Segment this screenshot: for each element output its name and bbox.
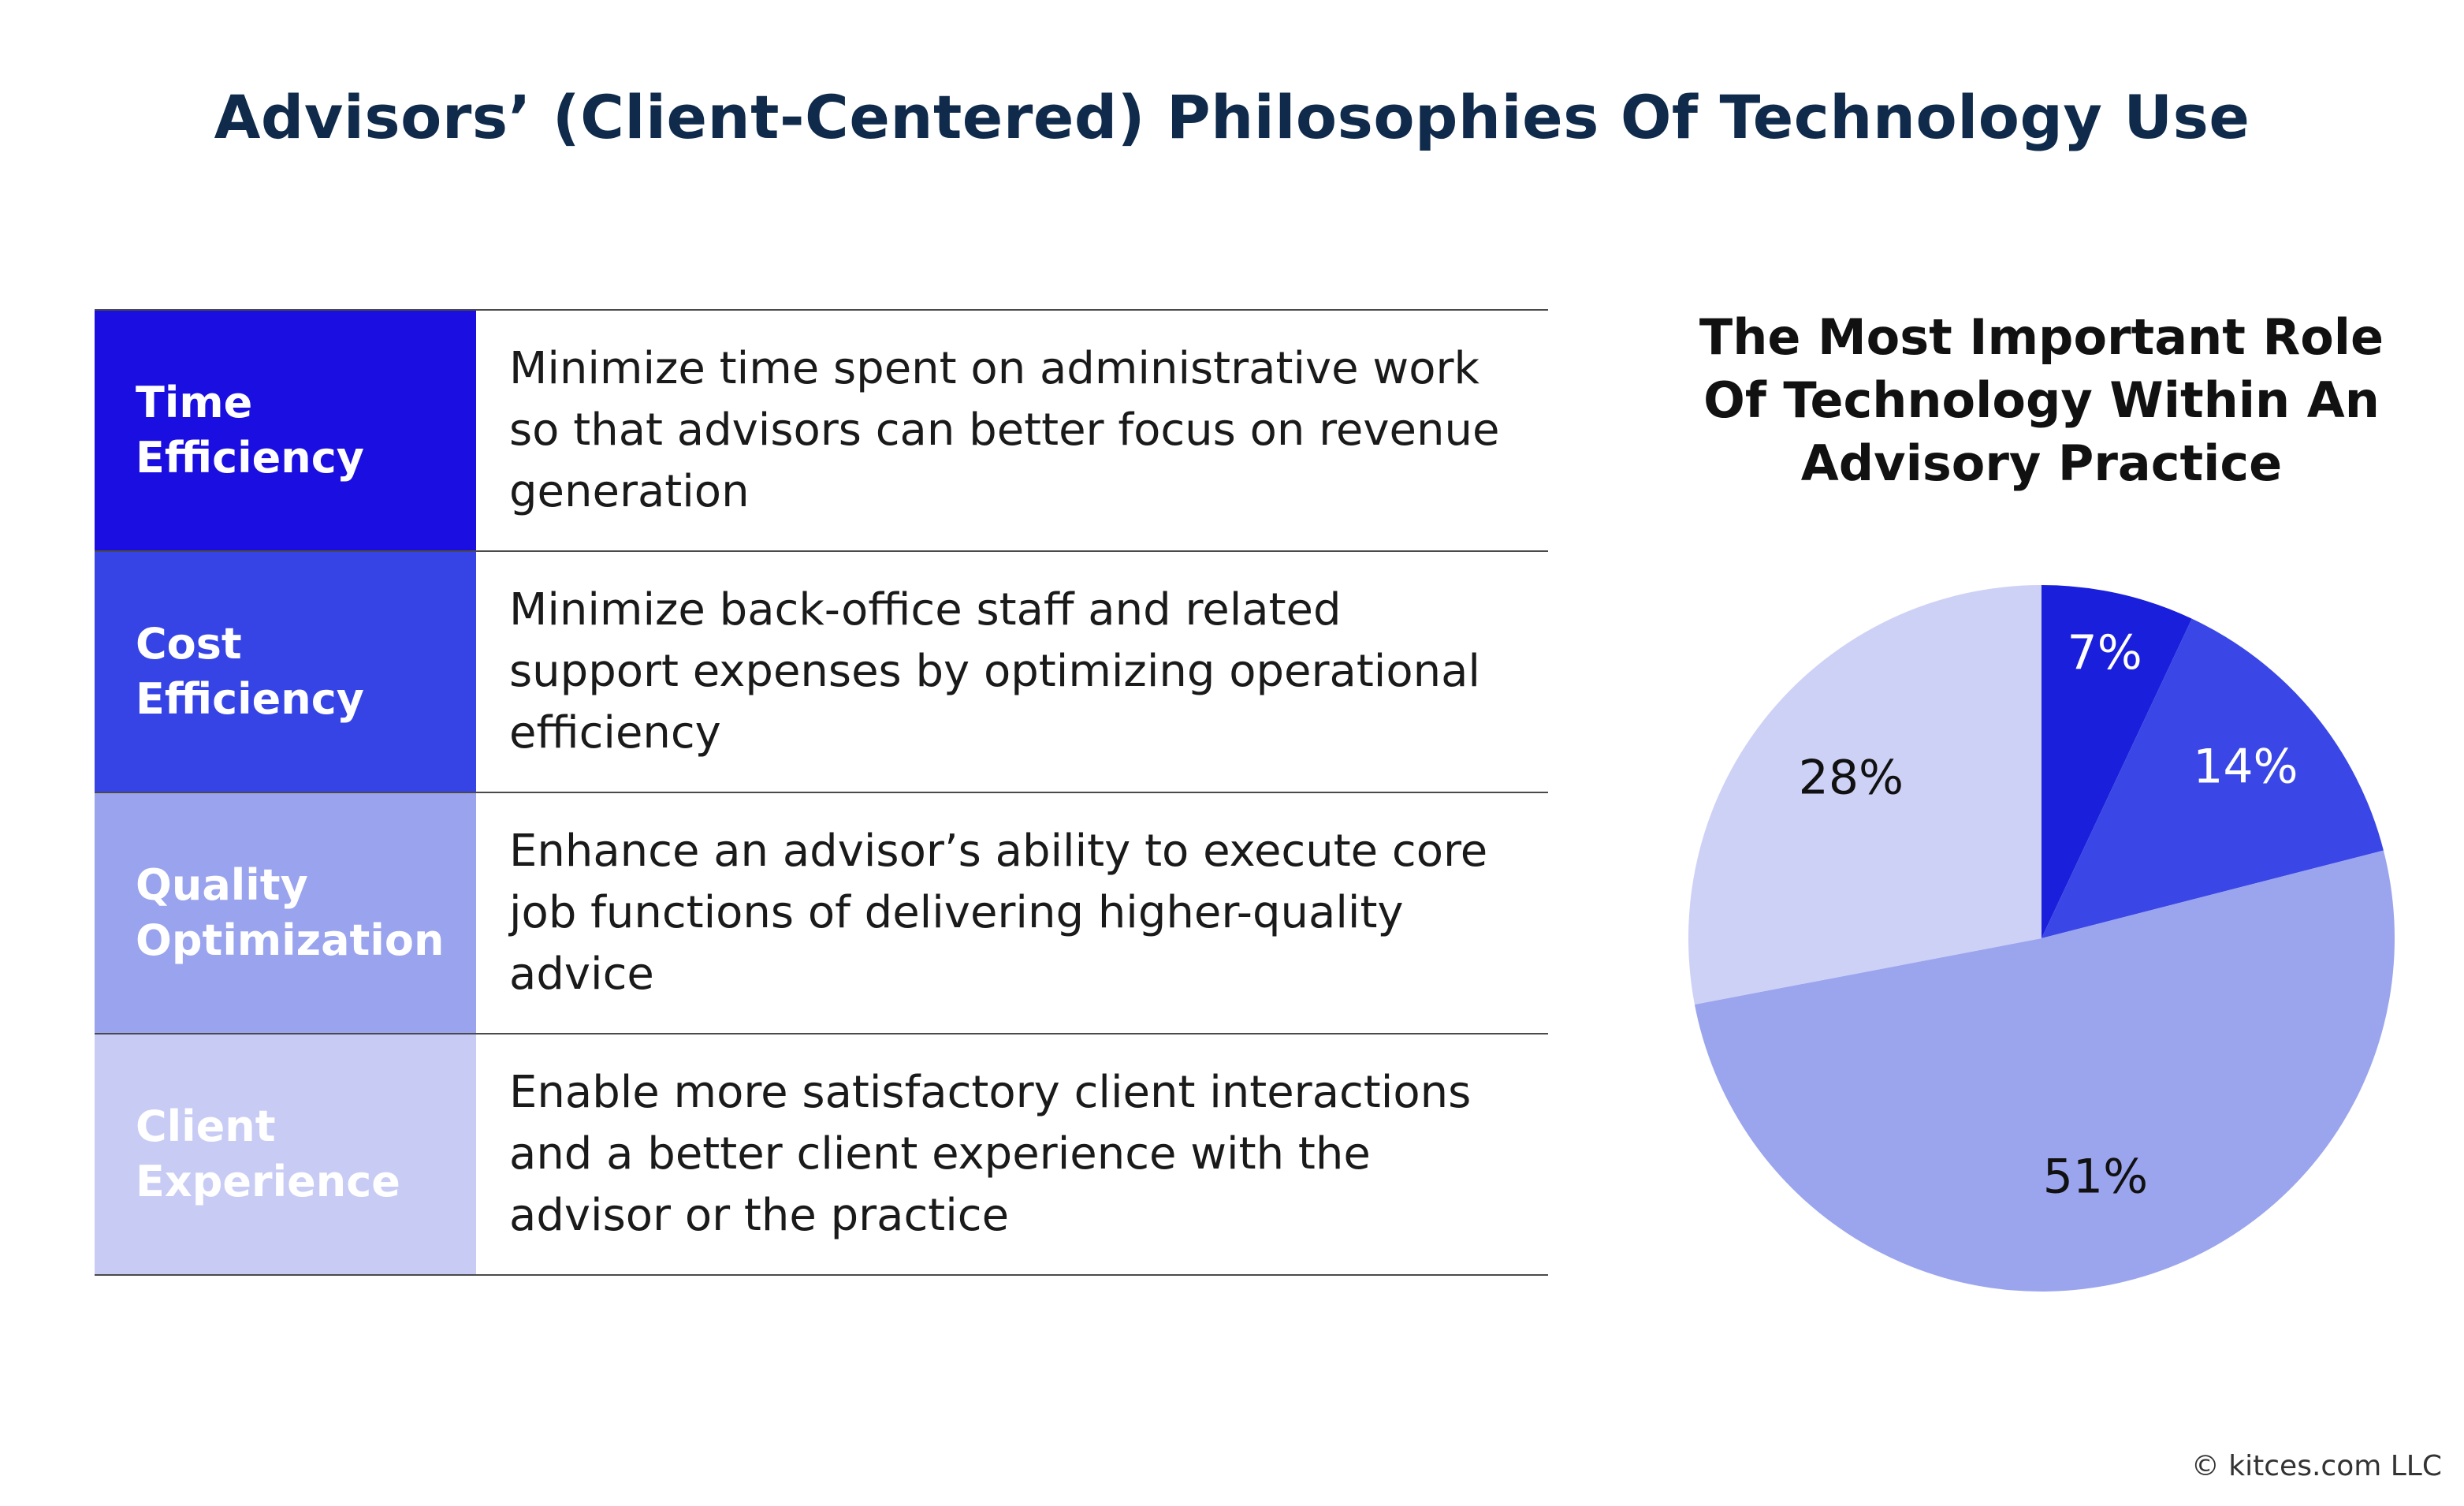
pie-data-label: 7% (2068, 625, 2142, 680)
page-title: Advisors’ (Client-Centered) Philosophies… (214, 82, 2250, 152)
table-row-quality-optimization: Quality Optimization Enhance an advisor’… (95, 792, 1548, 1033)
row-label: Client Experience (95, 1034, 476, 1274)
chart-title: The Most Important Role Of Technology Wi… (1699, 308, 2384, 492)
row-label: Cost Efficiency (95, 552, 476, 792)
pie-slice-client-experience (1688, 585, 2042, 1005)
table-row-cost-efficiency: Cost Efficiency Minimize back-office sta… (95, 550, 1548, 792)
row-description: Minimize back-office staff and related s… (509, 584, 1480, 759)
pie-data-label: 51% (2043, 1150, 2148, 1205)
pie-slice-quality-optimization (1694, 850, 2395, 1292)
row-label: Time Efficiency (95, 311, 476, 550)
table-row-client-experience: Client Experience Enable more satisfacto… (95, 1033, 1548, 1276)
philosophies-table: Time Efficiency Minimize time spent on a… (95, 309, 1548, 1276)
table-row-time-efficiency: Time Efficiency Minimize time spent on a… (95, 309, 1548, 550)
pie-slice-time-efficiency (2042, 585, 2192, 938)
pie-data-label: 28% (1799, 751, 1904, 806)
copyright-notice: © kitces.com LLC (2190, 1450, 2442, 1482)
row-description: Enable more satisfactory client interact… (509, 1067, 1472, 1241)
pie-data-label: 14% (2193, 739, 2298, 794)
row-label: Quality Optimization (95, 793, 476, 1033)
row-description: Minimize time spent on administrative wo… (509, 343, 1500, 517)
pie-chart: 7% 14% 51% 28% (1688, 585, 2395, 1292)
pie-slice-cost-efficiency (2042, 618, 2384, 938)
row-description: Enhance an advisor’s ability to execute … (509, 826, 1488, 1000)
